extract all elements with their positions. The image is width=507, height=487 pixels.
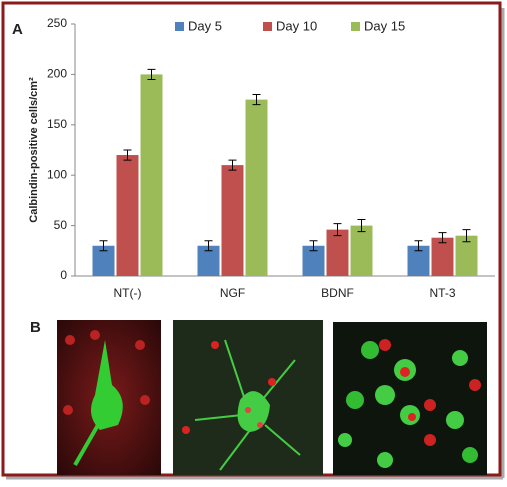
- legend-swatch: [263, 22, 272, 31]
- bar: [407, 245, 430, 276]
- error-bar: [99, 240, 108, 252]
- error-bar: [204, 240, 213, 252]
- bar: [302, 245, 325, 276]
- bar: [140, 74, 163, 277]
- x-tick-label: NGF: [220, 286, 245, 300]
- bar: [92, 245, 115, 276]
- legend-swatch: [175, 22, 184, 31]
- error-bar: [123, 149, 132, 161]
- panel-label: B: [30, 319, 41, 336]
- bar: [455, 235, 478, 276]
- error-bar: [414, 240, 423, 252]
- error-bar: [252, 94, 261, 106]
- error-bar: [228, 159, 237, 171]
- legend-label: Day 5: [188, 18, 222, 33]
- error-bar: [333, 223, 342, 237]
- error-bar: [309, 240, 318, 252]
- error-bar: [147, 68, 156, 80]
- x-tick-label: NT(-): [114, 286, 142, 300]
- error-bar: [357, 219, 366, 233]
- legend-label: Day 10: [276, 18, 317, 33]
- micrograph: [57, 320, 161, 475]
- bar: [197, 245, 220, 276]
- panel-label: A: [12, 21, 23, 38]
- x-tick-label: NT-3: [429, 286, 455, 300]
- bar: [350, 225, 373, 276]
- micrograph: [173, 320, 323, 475]
- y-tick-label: 250: [47, 16, 67, 30]
- error-bar: [438, 232, 447, 244]
- legend-label: Day 15: [364, 18, 405, 33]
- y-tick-label: 0: [60, 268, 67, 282]
- bar: [116, 155, 139, 276]
- y-tick-label: 150: [47, 117, 67, 131]
- bar: [326, 229, 349, 276]
- y-tick-label: 50: [54, 218, 68, 232]
- y-tick-label: 100: [47, 167, 67, 181]
- y-axis-label: Calbindin-positive cells/cm²: [28, 77, 40, 223]
- micrograph: [333, 322, 487, 475]
- x-tick-label: BDNF: [321, 286, 354, 300]
- bar: [245, 99, 268, 276]
- error-bar: [462, 229, 471, 243]
- legend-swatch: [351, 22, 360, 31]
- bar: [431, 237, 454, 276]
- bar: [221, 165, 244, 276]
- y-tick-label: 200: [47, 67, 67, 81]
